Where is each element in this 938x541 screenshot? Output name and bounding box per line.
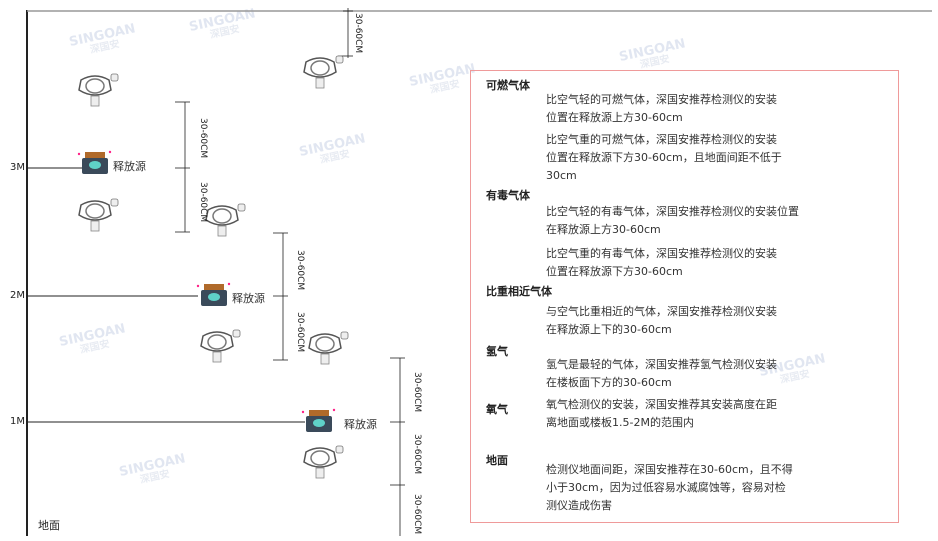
- release-source-icon: [196, 282, 231, 306]
- dimension-label: 30-60CM: [412, 372, 422, 413]
- dimension-label: 30-60CM: [295, 312, 305, 353]
- detector-icon: [78, 198, 119, 232]
- toxic-title: 有毒气体: [486, 189, 530, 202]
- level-3m: 3M: [10, 162, 25, 173]
- toxic-heavy-text: 比空气重的有毒气体，深国安推荐检测仪的安装 位置在释放源下方30-60cm: [546, 247, 777, 278]
- dimension-label: 30-60CM: [412, 434, 422, 475]
- source-label: 释放源: [113, 160, 146, 173]
- ground-title: 地面: [486, 454, 508, 467]
- detector-icon: [308, 331, 349, 365]
- level-2m: 2M: [10, 290, 25, 301]
- ground-label: 地面: [38, 519, 60, 532]
- dimension-label: 30-60CM: [198, 118, 208, 159]
- hydrogen-title: 氢气: [486, 345, 508, 358]
- dimension-label: 30-60CM: [412, 494, 422, 535]
- source-label: 释放源: [232, 292, 265, 305]
- hydrogen-text: 氢气是最轻的气体，深国安推荐氢气检测仪安装 在楼板面下方的30-60cm: [546, 358, 777, 389]
- detector-icon: [303, 445, 344, 479]
- release-source-icon: [77, 150, 112, 174]
- release-source-icon: [301, 408, 336, 432]
- level-1m: 1M: [10, 416, 25, 427]
- similar-text: 与空气比重相近的气体，深国安推荐检测仪安装 在释放源上下的30-60cm: [546, 305, 777, 336]
- detector-icon: [303, 55, 344, 89]
- combustible-heavy-text: 比空气重的可燃气体，深国安推荐检测仪的安装 位置在释放源下方30-60cm，且地…: [546, 133, 782, 182]
- ground-text: 检测仪地面间距，深国安推荐在30-60cm，且不得 小于30cm，因为过低容易水…: [546, 463, 793, 512]
- dimension-label: 30-60CM: [198, 182, 208, 223]
- dimension-label: 30-60CM: [295, 250, 305, 291]
- detector-icon: [200, 329, 241, 363]
- combustible-title: 可燃气体: [486, 79, 530, 92]
- dimension-label: 30-60CM: [353, 13, 363, 54]
- detector-icon: [78, 73, 119, 107]
- oxygen-title: 氧气: [486, 403, 508, 416]
- oxygen-text: 氧气检测仪的安装，深国安推荐其安装高度在距 离地面或楼板1.5-2M的范围内: [546, 398, 777, 429]
- toxic-light-text: 比空气轻的有毒气体，深国安推荐检测仪的安装位置 在释放源上方30-60cm: [546, 205, 799, 236]
- combustible-light-text: 比空气轻的可燃气体，深国安推荐检测仪的安装 位置在释放源上方30-60cm: [546, 93, 777, 124]
- source-label: 释放源: [344, 418, 377, 431]
- similar-title: 比重相近气体: [486, 285, 552, 298]
- guidelines-panel: 可燃气体 比空气轻的可燃气体，深国安推荐检测仪的安装 位置在释放源上方30-60…: [470, 70, 899, 523]
- dimension-lines: [175, 8, 405, 536]
- detector-icon: [205, 203, 246, 237]
